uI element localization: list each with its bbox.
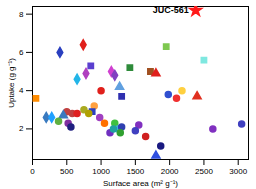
svg-text:1000: 1000 xyxy=(92,167,110,176)
svg-text:500: 500 xyxy=(60,167,74,176)
svg-text:4: 4 xyxy=(19,86,24,95)
svg-text:3000: 3000 xyxy=(229,167,247,176)
svg-text:JUC-561: JUC-561 xyxy=(153,5,189,15)
svg-text:8: 8 xyxy=(19,10,24,19)
svg-text:Uptake (g g⁻¹): Uptake (g g⁻¹) xyxy=(7,58,16,108)
svg-text:1500: 1500 xyxy=(126,167,144,176)
svg-text:2000: 2000 xyxy=(161,167,179,176)
svg-text:2: 2 xyxy=(19,124,24,133)
svg-text:0: 0 xyxy=(30,167,35,176)
svg-text:6: 6 xyxy=(19,48,24,57)
svg-text:Surface area (m² g⁻¹): Surface area (m² g⁻¹) xyxy=(103,179,178,188)
svg-text:2500: 2500 xyxy=(195,167,213,176)
